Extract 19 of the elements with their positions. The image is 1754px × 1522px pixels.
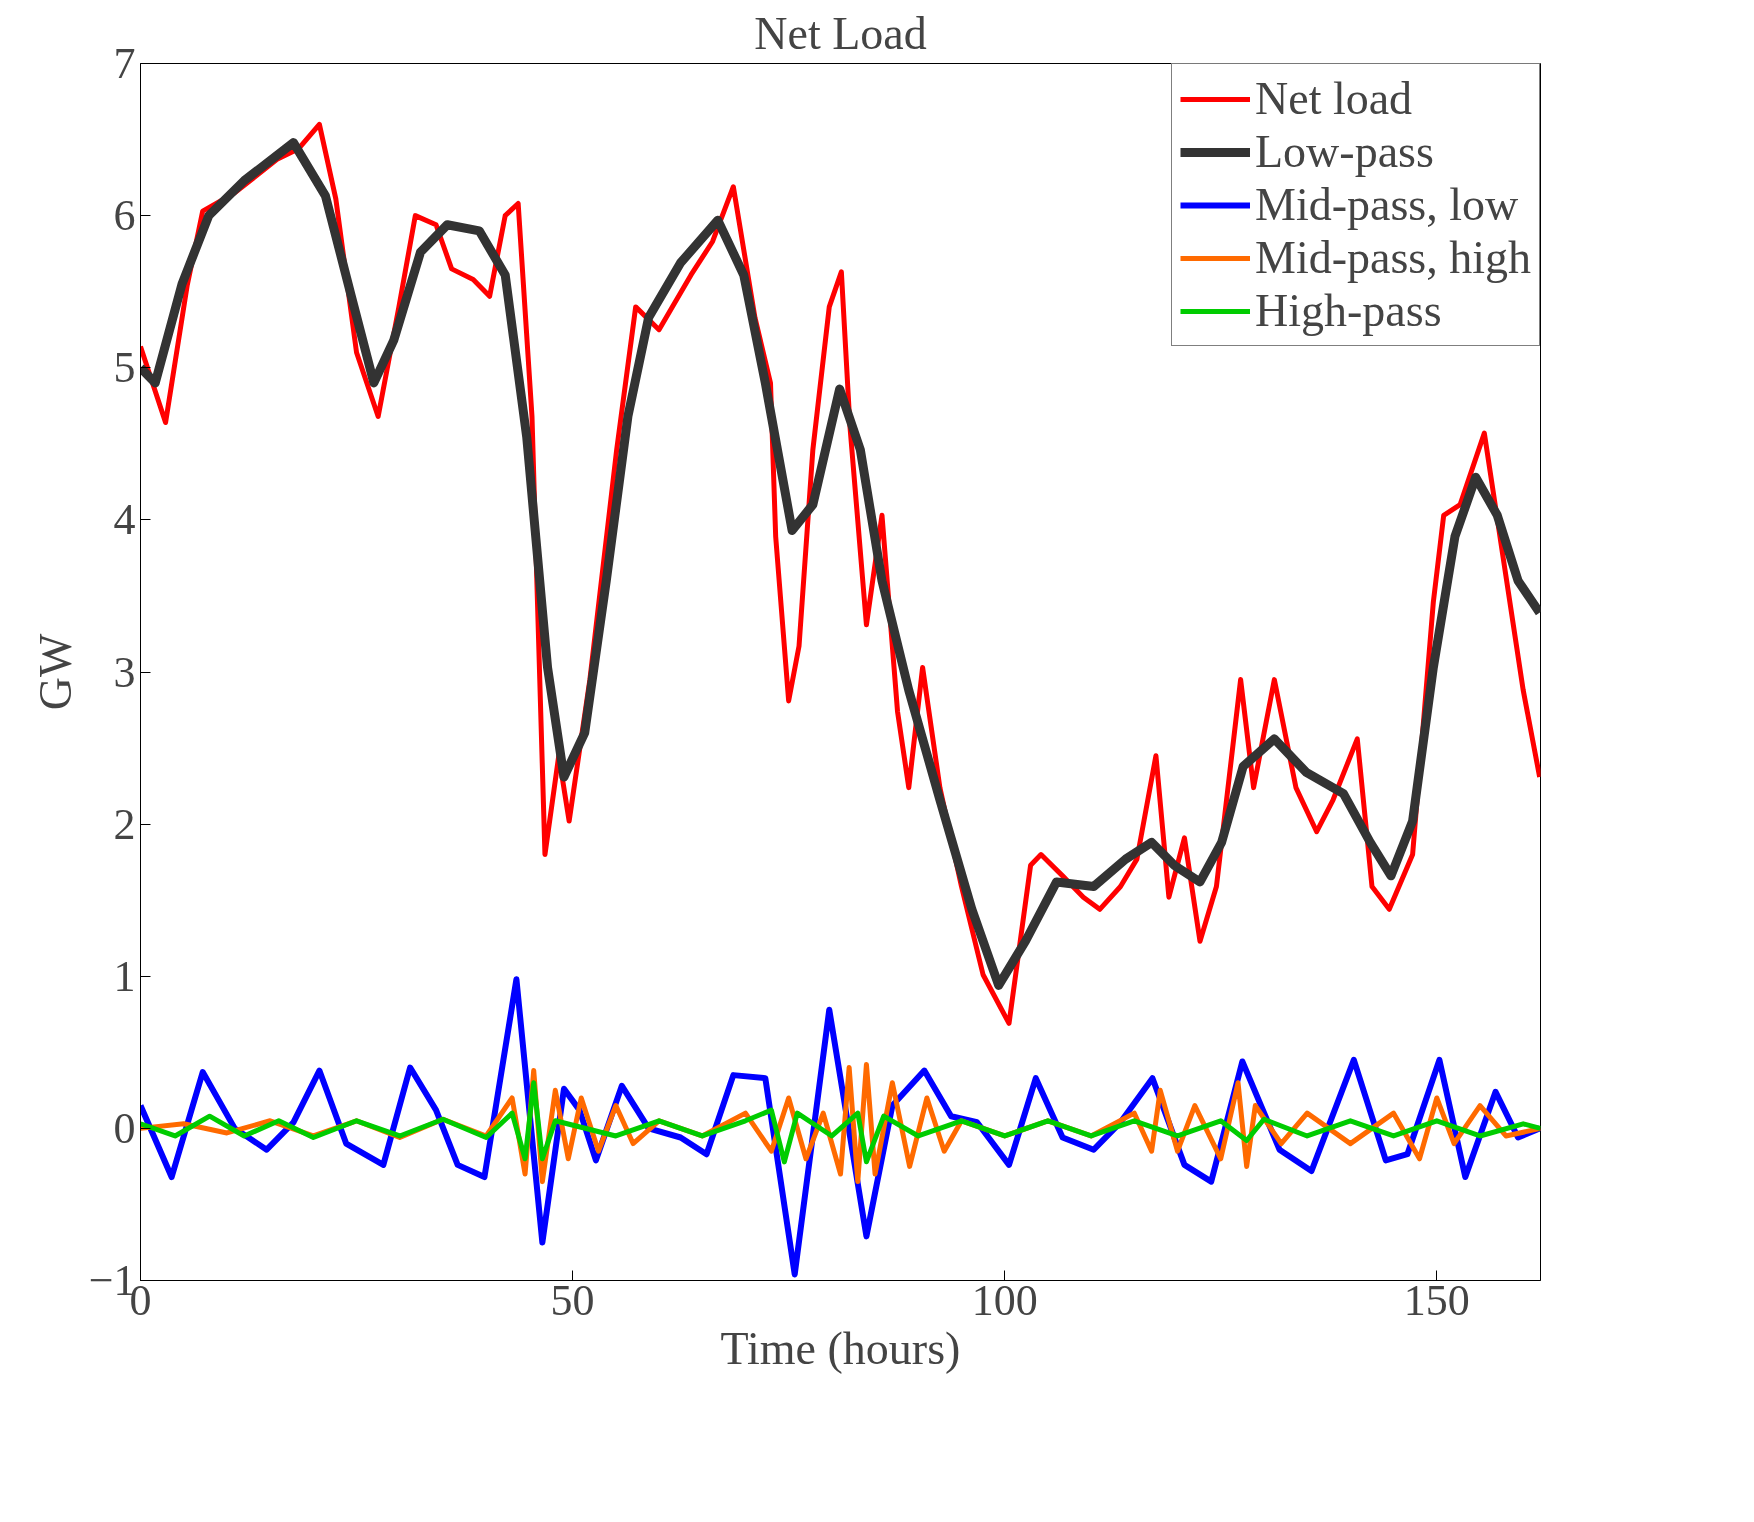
x-tick-label: 150 bbox=[1403, 1275, 1470, 1325]
y-axis-title: GW bbox=[29, 633, 81, 711]
y-tick-label: 3 bbox=[113, 647, 136, 697]
legend-label: Low-pass bbox=[1255, 125, 1434, 178]
y-tick-label: 4 bbox=[113, 495, 136, 545]
x-axis-title: Time (hours) bbox=[720, 1322, 961, 1374]
legend-label: Mid-pass, high bbox=[1255, 231, 1531, 284]
y-tick-label: 0 bbox=[113, 1103, 136, 1153]
y-tick-label: 7 bbox=[113, 39, 136, 88]
legend-label: Mid-pass, low bbox=[1255, 178, 1519, 231]
y-tick-label: 2 bbox=[113, 799, 136, 849]
legend-label: High-pass bbox=[1255, 284, 1442, 337]
legend-label: Net load bbox=[1255, 72, 1413, 125]
x-tick-label: 100 bbox=[971, 1275, 1038, 1325]
y-tick-label: 6 bbox=[113, 191, 136, 241]
y-tick-label: 5 bbox=[113, 343, 136, 393]
y-tick-label: 1 bbox=[113, 951, 136, 1001]
chart-title: Net Load bbox=[754, 7, 927, 59]
x-tick-label: 50 bbox=[550, 1275, 595, 1325]
